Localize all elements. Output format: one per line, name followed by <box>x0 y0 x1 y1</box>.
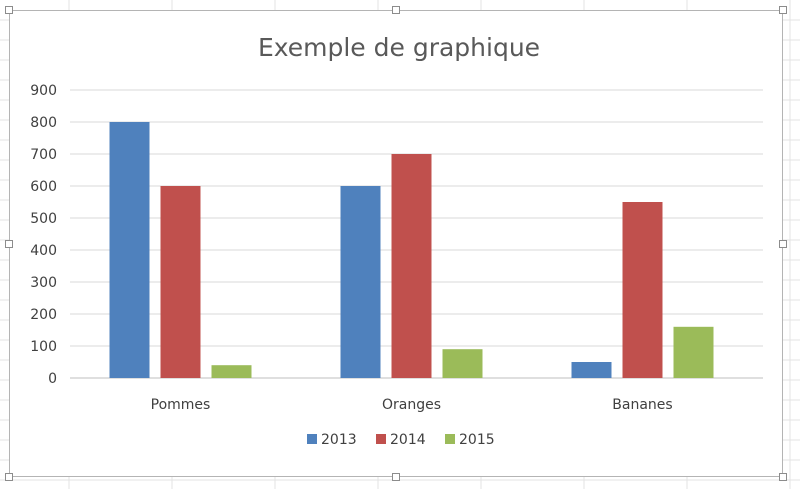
y-axis-tick-labels: 0 100 200 300 400 500 600 700 800 900 <box>30 83 57 387</box>
resize-handle-bottom-right[interactable] <box>779 473 787 481</box>
bar-2014-oranges[interactable] <box>391 154 432 378</box>
bar-2015-pommes[interactable] <box>211 365 252 378</box>
chart-title: Exemple de graphique <box>258 33 540 62</box>
legend-label-2013: 2013 <box>321 432 357 448</box>
y-tick-label: 500 <box>30 211 57 227</box>
bar-2014-bananes[interactable] <box>622 202 663 378</box>
y-tick-label: 0 <box>48 371 57 387</box>
bar-2015-oranges[interactable] <box>442 349 483 378</box>
legend-swatch-2015 <box>445 434 455 444</box>
x-tick-label: Pommes <box>151 397 211 413</box>
legend-swatch-2013 <box>307 434 317 444</box>
bar-2013-oranges[interactable] <box>340 186 381 378</box>
x-tick-label: Bananes <box>612 397 672 413</box>
x-axis-tick-labels: Pommes Oranges Bananes <box>151 397 673 413</box>
legend-swatch-2014 <box>376 434 386 444</box>
bar-2014-pommes[interactable] <box>160 186 201 378</box>
resize-handle-middle-right[interactable] <box>779 240 787 248</box>
y-tick-label: 600 <box>30 179 57 195</box>
bars <box>109 122 714 378</box>
y-tick-label: 800 <box>30 115 57 131</box>
bar-2015-bananes[interactable] <box>673 326 714 378</box>
y-tick-label: 700 <box>30 147 57 163</box>
bar-2013-pommes[interactable] <box>109 122 150 378</box>
legend: 2013 2014 2015 <box>307 432 495 448</box>
resize-handle-bottom-left[interactable] <box>5 473 13 481</box>
y-tick-label: 300 <box>30 275 57 291</box>
y-tick-label: 900 <box>30 83 57 99</box>
resize-handle-middle-left[interactable] <box>5 240 13 248</box>
legend-label-2015: 2015 <box>459 432 495 448</box>
resize-handle-bottom-center[interactable] <box>392 473 400 481</box>
bar-2013-bananes[interactable] <box>571 362 612 378</box>
y-tick-label: 200 <box>30 307 57 323</box>
y-tick-label: 100 <box>30 339 57 355</box>
legend-label-2014: 2014 <box>390 432 426 448</box>
resize-handle-top-center[interactable] <box>392 6 400 14</box>
resize-handle-top-left[interactable] <box>5 6 13 14</box>
x-tick-label: Oranges <box>382 397 441 413</box>
resize-handle-top-right[interactable] <box>779 6 787 14</box>
y-tick-label: 400 <box>30 243 57 259</box>
